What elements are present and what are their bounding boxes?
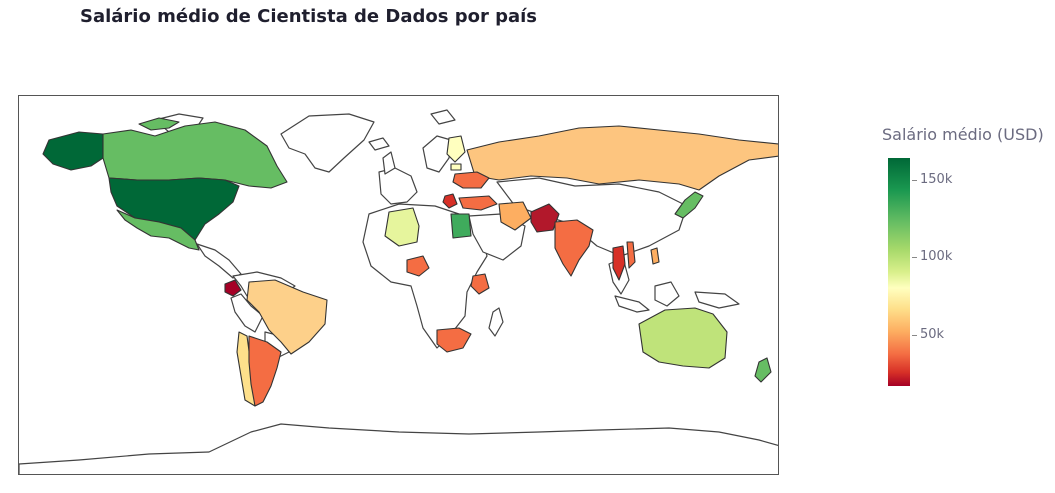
colorbar <box>888 158 910 386</box>
country-new-zealand <box>754 357 772 383</box>
western-europe <box>378 167 418 205</box>
colorbar-label-100k: 100k <box>920 249 953 264</box>
country-algeria <box>384 207 420 247</box>
country-argentina <box>248 335 282 407</box>
antarctica <box>19 423 778 474</box>
chart-title: Salário médio de Cientista de Dados por … <box>80 6 538 27</box>
country-mexico <box>116 209 200 251</box>
country-india <box>554 219 594 277</box>
country-pakistan <box>530 203 560 233</box>
country-kenya <box>470 273 490 295</box>
country-japan <box>674 191 704 219</box>
country-thailand <box>612 245 626 281</box>
iceland <box>368 137 390 151</box>
new-guinea <box>694 291 740 309</box>
scandinavia <box>422 135 452 173</box>
map-svg <box>19 109 778 474</box>
central-america <box>196 243 242 279</box>
svalbard <box>430 109 456 125</box>
colorbar-tick-150k <box>912 180 917 181</box>
indonesia-borneo <box>654 281 680 307</box>
country-vietnam <box>626 241 636 269</box>
country-iran <box>498 201 532 231</box>
indonesia-sumatra <box>614 295 650 313</box>
country-egypt <box>450 213 472 239</box>
country-ecuador <box>224 279 242 297</box>
country-turkey <box>458 195 498 211</box>
colorbar-tick-50k <box>912 335 917 336</box>
world-map[interactable] <box>18 95 779 475</box>
countries-with-data <box>42 117 778 407</box>
country-ukraine <box>452 171 490 189</box>
country-south-africa <box>436 327 472 353</box>
country-nigeria <box>406 255 430 277</box>
colorbar-label-150k: 150k <box>920 172 953 187</box>
country-canada-north <box>138 117 180 131</box>
greenland <box>280 113 375 173</box>
uk <box>382 151 396 175</box>
colorbar-tick-100k <box>912 257 917 258</box>
colorbar-title: Salário médio (USD) <box>882 125 1044 144</box>
country-australia <box>638 307 728 369</box>
peru-bolivia <box>230 293 264 333</box>
country-greece <box>442 193 458 209</box>
country-philippines <box>650 247 660 265</box>
colorbar-label-50k: 50k <box>920 327 945 342</box>
country-estonia <box>450 163 462 171</box>
country-alaska <box>42 131 104 171</box>
country-finland <box>446 135 466 163</box>
country-united-states <box>108 177 240 241</box>
country-russia <box>466 125 778 191</box>
madagascar <box>488 307 504 337</box>
country-brazil <box>246 279 328 355</box>
